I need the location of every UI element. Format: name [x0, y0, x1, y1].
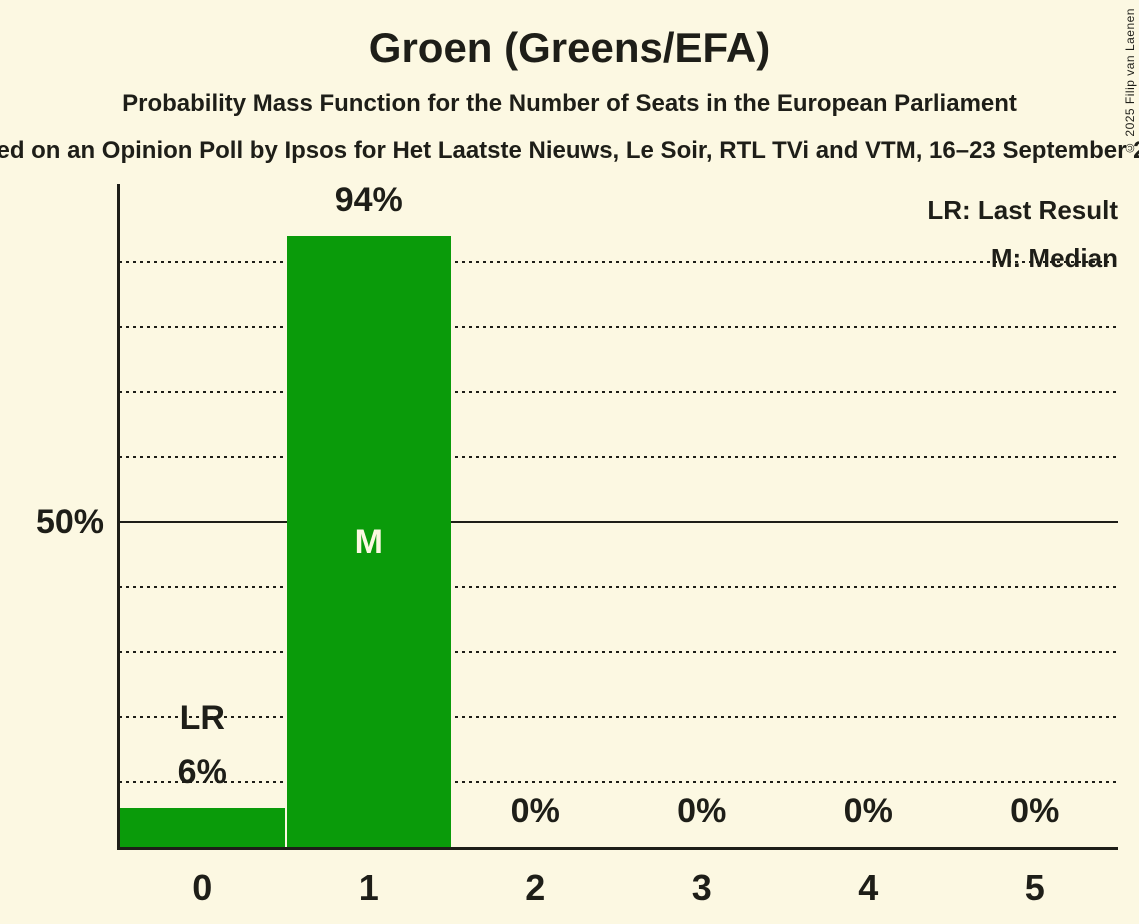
- x-tick-label-2: 2: [525, 867, 546, 908]
- chart-title: Groen (Greens/EFA): [368, 24, 771, 71]
- bar-value-label: 6%: [177, 753, 227, 791]
- gridline-60pct: [119, 456, 1118, 458]
- x-tick-label-3: 3: [691, 867, 712, 908]
- gridline-30pct: [119, 651, 1118, 653]
- plot-area: 6% LR 0 94% M 1 0% 2 0% 3 0% 4 0% 5: [119, 181, 1118, 908]
- x-tick-label-4: 4: [858, 867, 879, 908]
- legend-median: M: Median: [990, 243, 1118, 273]
- x-axis: [117, 847, 1118, 850]
- gridline-10pct: [119, 781, 1118, 783]
- y-axis: [117, 184, 120, 850]
- bar-value-label: 0%: [843, 792, 893, 830]
- gridline-50pct: [119, 521, 1118, 523]
- bar-value-label: 0%: [510, 792, 560, 830]
- bar-value-label: 0%: [1010, 792, 1060, 830]
- y-axis-50-label: 50%: [35, 503, 104, 541]
- x-tick-label-0: 0: [192, 867, 213, 908]
- gridline-20pct: [119, 716, 1118, 718]
- legend: LR: Last Result M: Median: [927, 186, 1118, 282]
- gridline-80pct: [119, 326, 1118, 328]
- gridline-40pct: [119, 586, 1118, 588]
- x-tick-label-5: 5: [1024, 867, 1045, 908]
- chart-source-line: Based on an Opinion Poll by Ipsos for He…: [0, 137, 1139, 164]
- gridline-90pct: [119, 261, 1118, 263]
- x-tick-label-1: 1: [358, 867, 379, 908]
- bar-value-label: 0%: [677, 792, 727, 830]
- bar-seats-1: [286, 236, 451, 847]
- copyright-notice: © 2025 Filip van Laenen: [1123, 8, 1137, 155]
- median-marker: M: [354, 522, 383, 561]
- gridline-70pct: [119, 391, 1118, 393]
- bar-seats-0: [120, 808, 285, 847]
- legend-last-result: LR: Last Result: [927, 195, 1118, 225]
- chart-subtitle: Probability Mass Function for the Number…: [122, 90, 1017, 117]
- bar-value-label: 94%: [334, 181, 403, 219]
- last-result-marker: LR: [179, 699, 225, 737]
